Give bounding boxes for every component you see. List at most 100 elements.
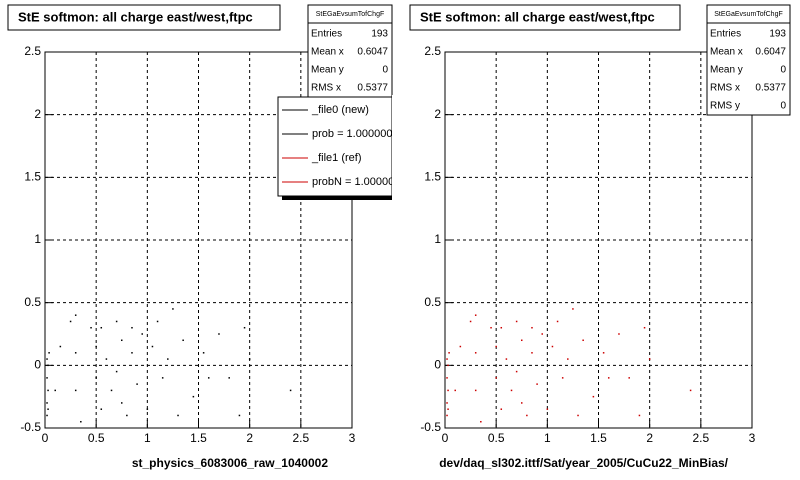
point [46, 358, 48, 360]
point [490, 326, 492, 329]
point [592, 395, 595, 398]
point [172, 308, 174, 310]
x-tick-label: 1.5 [190, 431, 207, 445]
stats-title: StEGaEvsumTofChgF [714, 11, 782, 18]
x-tick-label: 3 [349, 431, 356, 445]
x-tick-label: 1 [544, 431, 551, 445]
stats-box [307, 4, 393, 98]
point [289, 389, 292, 392]
legend-label: _file0 (new) [311, 104, 369, 116]
point [526, 414, 528, 417]
stats-title: StEGaEvsumTofChgF [316, 11, 384, 18]
point [500, 408, 503, 410]
point [446, 414, 448, 417]
stats-box [706, 4, 791, 116]
point [447, 408, 449, 410]
y-tick-label: 0 [434, 358, 441, 372]
x-tick-label: 2 [646, 431, 653, 445]
point [47, 364, 49, 367]
y-tick-label: -0.5 [20, 420, 41, 434]
legend-box [277, 96, 393, 197]
point [100, 326, 103, 329]
point [556, 320, 559, 323]
stats-label: Mean x [311, 47, 344, 58]
point [47, 389, 49, 392]
point [474, 389, 477, 392]
point [131, 326, 133, 329]
point [607, 377, 610, 379]
y-tick-label: 0.5 [424, 295, 441, 309]
stats-label: Mean x [710, 47, 743, 58]
point [469, 320, 472, 323]
x-tick-label: 0.5 [488, 431, 505, 445]
stats-value: 0.5377 [755, 83, 786, 94]
point [243, 326, 246, 329]
stats-value: 0 [382, 65, 388, 76]
point [115, 320, 118, 323]
point [446, 358, 448, 360]
point [136, 383, 138, 385]
legend-label: prob = 1.000000 [312, 128, 392, 140]
point [582, 339, 584, 342]
point [100, 408, 103, 410]
point [638, 414, 641, 417]
stats-label: Entries [710, 29, 741, 40]
point [648, 358, 651, 360]
point [95, 377, 97, 379]
point [182, 339, 184, 342]
stats-label: Mean y [311, 65, 344, 76]
x-tick-label: 1 [144, 431, 151, 445]
point [74, 352, 77, 354]
x-tick-label: 0 [442, 431, 449, 445]
chart-title: StE softmon: all charge east/west,ftpc [420, 9, 655, 24]
point [126, 414, 128, 417]
point [248, 358, 251, 360]
point [567, 358, 569, 360]
point [446, 377, 448, 379]
point [95, 345, 97, 348]
point [602, 352, 605, 354]
stats-label: RMS x [710, 83, 740, 94]
stats-value: 0.6047 [755, 47, 786, 58]
y-tick-label: 1 [34, 232, 41, 246]
x-tick-label: 0.5 [88, 431, 105, 445]
stats-value: 0.5377 [357, 83, 388, 94]
point [577, 414, 579, 417]
point [80, 420, 82, 423]
y-tick-label: 0 [34, 358, 41, 372]
stats-value: 0 [780, 65, 786, 76]
y-tick-label: 1.5 [24, 170, 41, 184]
x-axis-label: dev/daq_sl302.ittf/Sat/year_2005/CuCu22_… [439, 456, 728, 470]
point [105, 358, 108, 360]
point [546, 408, 549, 410]
point [500, 326, 503, 329]
point [448, 352, 450, 354]
point [156, 320, 159, 323]
point [474, 314, 477, 316]
point [48, 352, 50, 354]
stats-label: RMS y [710, 101, 740, 112]
point [46, 414, 48, 417]
point [74, 314, 77, 316]
point [192, 395, 195, 398]
x-axis-label: st_physics_6083006_raw_1040002 [132, 456, 328, 470]
point [69, 320, 72, 323]
stats-label: RMS x [311, 83, 341, 94]
point [146, 408, 149, 410]
point [515, 370, 518, 373]
y-tick-label: 1 [434, 232, 441, 246]
y-tick-label: 0.5 [24, 295, 41, 309]
y-tick-label: 2.5 [24, 44, 41, 58]
point [495, 377, 497, 379]
y-tick-label: -0.5 [420, 420, 441, 434]
point [510, 389, 513, 392]
point [474, 352, 477, 354]
point [110, 389, 113, 392]
x-tick-label: 0 [42, 431, 49, 445]
point [480, 420, 482, 423]
point [446, 402, 448, 404]
stats-value: 193 [769, 29, 786, 40]
point [115, 370, 118, 373]
stats-label: Mean y [710, 65, 743, 76]
